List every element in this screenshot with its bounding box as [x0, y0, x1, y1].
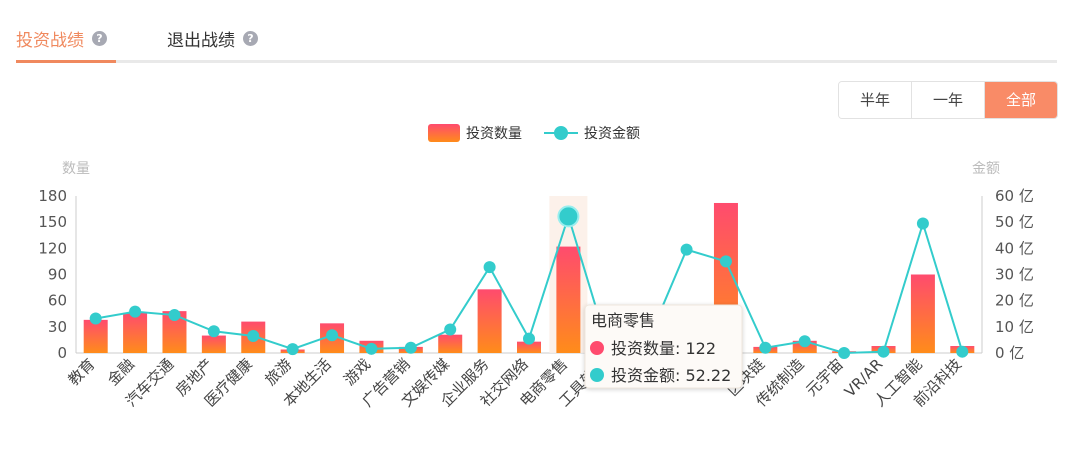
- line-point-物流: [680, 243, 693, 256]
- line-point-医疗健康: [247, 329, 260, 342]
- legend-bar-label: 投资数量: [466, 126, 522, 142]
- tab-exit-record-label: 退出战绩: [167, 31, 235, 51]
- y-tick-left: 60: [48, 292, 67, 310]
- y-tick-right: 50 亿: [995, 213, 1034, 231]
- line-point-电商零售: [557, 205, 580, 228]
- tab-investment-record[interactable]: 投资战绩 ?: [16, 26, 107, 51]
- line-point-文娱传媒: [444, 323, 457, 336]
- x-tick-label: 元宇宙: [802, 355, 847, 400]
- x-tick-label: 游戏: [340, 355, 374, 389]
- help-icon[interactable]: ?: [92, 31, 107, 46]
- tooltip-marker-0: [590, 341, 604, 355]
- line-point-区块链: [759, 341, 772, 354]
- y-tick-left: 90: [48, 266, 67, 284]
- bar-人工智能: [910, 274, 935, 353]
- bar-文娱传媒: [438, 334, 463, 353]
- tab-divider: [16, 60, 1057, 63]
- bar-金融: [123, 312, 148, 353]
- line-point-广告营销: [404, 341, 417, 354]
- legend-line-label: 投资金额: [584, 126, 640, 142]
- tooltip-row-0: 投资数量: 122: [611, 339, 716, 358]
- legend-bar-swatch: [428, 124, 460, 142]
- line-point-企业服务: [483, 261, 496, 274]
- x-tick-label: 旅游: [262, 355, 296, 389]
- bar-企业服务: [477, 289, 502, 353]
- line-point-人工智能: [916, 217, 929, 230]
- line-point-汽车交通: [168, 309, 181, 322]
- y-tick-left: 150: [38, 213, 67, 231]
- line-point-传统制造: [798, 335, 811, 348]
- legend-line-marker: [554, 126, 568, 140]
- line-series-investment-amount: [95, 213, 964, 355]
- line-point-VR/AR: [877, 345, 890, 358]
- y-tick-right: 40 亿: [995, 239, 1034, 257]
- tooltip-row-1: 投资金额: 52.22: [611, 366, 731, 385]
- line-point-先进制造: [719, 255, 732, 268]
- tooltip-box: [584, 304, 743, 389]
- bar-教育: [83, 319, 108, 353]
- y-tick-left: 30: [48, 318, 67, 336]
- line-point-旅游: [286, 343, 299, 356]
- y-tick-left: 0: [57, 344, 67, 362]
- bar-社交网络: [517, 341, 541, 353]
- y-tick-right: 10 亿: [995, 318, 1034, 336]
- tab-exit-record[interactable]: 退出战绩 ?: [167, 26, 258, 51]
- x-tick-label: 教育: [65, 355, 99, 389]
- active-tab-indicator: [16, 60, 116, 63]
- time-range-selector: 半年 一年 全部: [838, 81, 1058, 119]
- range-half-year-button[interactable]: 半年: [839, 82, 912, 118]
- line-point-前沿科技: [956, 345, 969, 358]
- line-point-房地产: [207, 325, 220, 338]
- y-tick-right: 0 亿: [995, 344, 1024, 362]
- y-tick-right: 30 亿: [995, 266, 1034, 284]
- line-point-元宇宙: [838, 347, 851, 359]
- tab-investment-record-label: 投资战绩: [16, 31, 84, 51]
- bar-电商零售: [556, 246, 581, 353]
- y-tick-left: 120: [38, 239, 67, 257]
- y-tick-left: 180: [38, 187, 67, 205]
- bar-房地产: [201, 335, 226, 353]
- tab-bar: 投资战绩 ? 退出战绩 ?: [16, 20, 1057, 64]
- range-one-year-button[interactable]: 一年: [912, 82, 985, 118]
- y-tick-right: 60 亿: [995, 187, 1034, 205]
- range-all-button[interactable]: 全部: [985, 82, 1057, 118]
- y-tick-right: 20 亿: [995, 292, 1034, 310]
- tooltip-title: 电商零售: [591, 311, 655, 330]
- line-point-教育: [89, 312, 102, 325]
- line-point-游戏: [365, 342, 378, 355]
- line-point-社交网络: [523, 332, 535, 345]
- x-tick-label: 金融: [104, 355, 138, 389]
- help-icon[interactable]: ?: [243, 31, 258, 46]
- y-axis-right-title: 金额: [972, 161, 1000, 177]
- y-axis-left-title: 数量: [62, 161, 90, 177]
- tooltip-marker-1: [590, 368, 604, 382]
- line-point-金融: [129, 305, 142, 318]
- line-point-本地生活: [326, 329, 339, 342]
